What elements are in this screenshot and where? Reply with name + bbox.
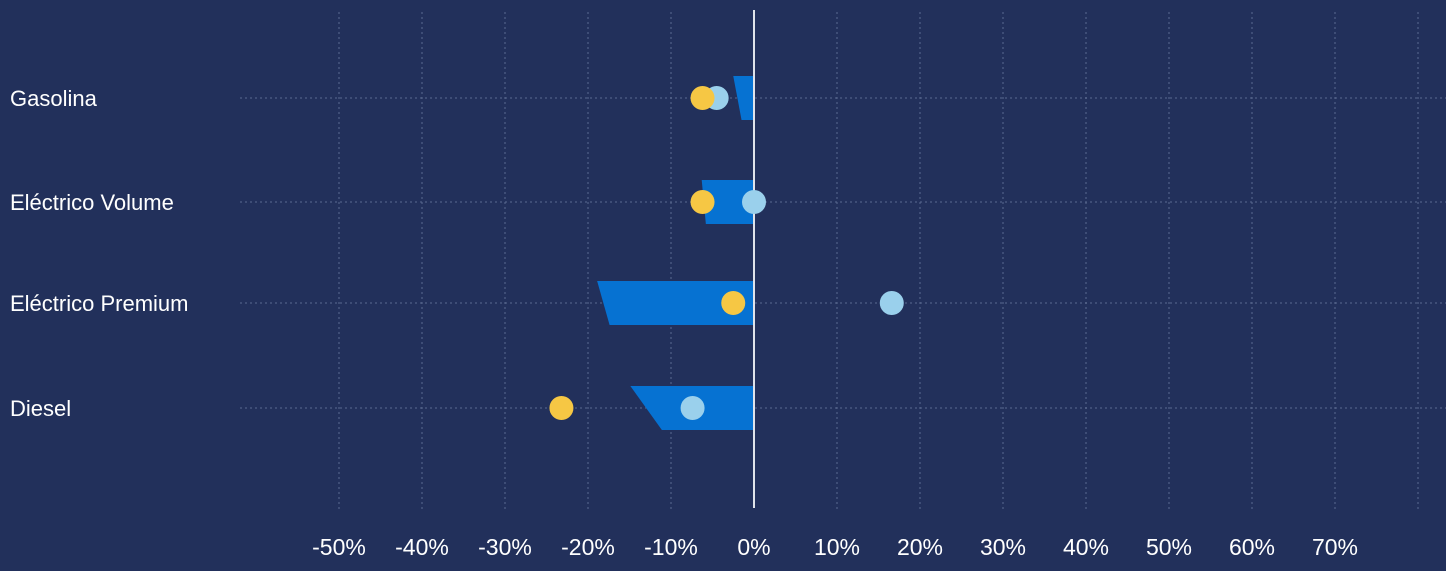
category-labels: Gasolina Eléctrico Volume Eléctrico Premiu… [10, 86, 188, 421]
x-tick-label: -30% [478, 534, 532, 560]
x-tick-label: 40% [1063, 534, 1109, 560]
x-axis-tick-labels: -50% -40% -30% -20% -10% 0% 10% 20% 30% 40% 50% 60%… [312, 534, 1358, 560]
data-point-series-1 [549, 396, 574, 420]
bar-gasolina [733, 76, 754, 120]
bar-el-ctrico-volume [701, 180, 754, 224]
dot-layer [549, 86, 904, 420]
data-point-series-1 [690, 86, 715, 110]
x-tick-label: 70% [1312, 534, 1358, 560]
bar-layer [597, 76, 754, 430]
x-tick-label: 10% [814, 534, 860, 560]
bar-el-ctrico-premium [597, 281, 754, 325]
category-label: Diesel [10, 396, 71, 421]
category-label: Eléctrico Volume [10, 190, 174, 215]
data-point-series-2 [879, 291, 904, 315]
grid-layer [240, 12, 1446, 510]
category-label: Eléctrico Premium [10, 291, 188, 316]
x-tick-label: -50% [312, 534, 366, 560]
category-label: Gasolina [10, 86, 98, 111]
data-point-series-2 [680, 396, 705, 420]
x-tick-label: 30% [980, 534, 1026, 560]
data-point-series-1 [690, 190, 715, 214]
x-tick-label: 0% [737, 534, 770, 560]
x-tick-label: 50% [1146, 534, 1192, 560]
data-point-series-1 [721, 291, 746, 315]
x-tick-label: -20% [561, 534, 615, 560]
data-point-series-2 [742, 190, 766, 214]
x-tick-label: 20% [897, 534, 943, 560]
x-tick-label: -10% [644, 534, 698, 560]
x-tick-label: -40% [395, 534, 449, 560]
x-tick-label: 60% [1229, 534, 1275, 560]
